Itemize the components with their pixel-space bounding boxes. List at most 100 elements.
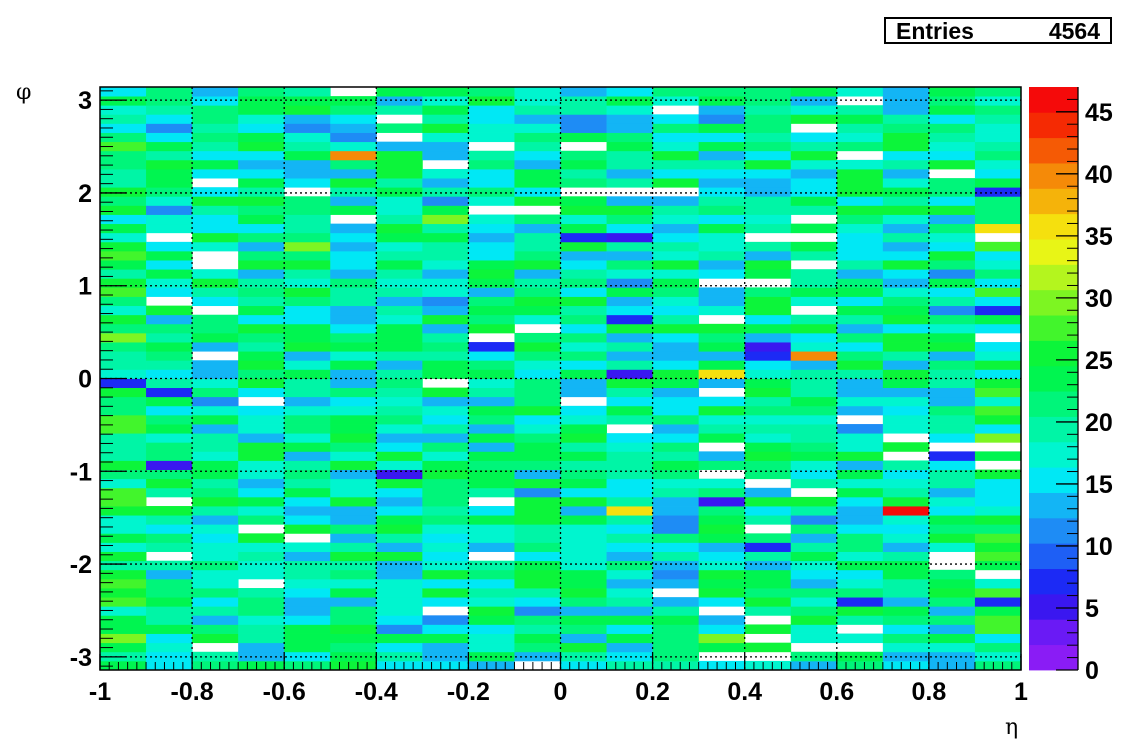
heatmap-cell: [974, 196, 1022, 206]
heatmap-cell: [560, 642, 607, 653]
heatmap-cell: [882, 96, 930, 106]
heatmap-cell: [606, 442, 653, 452]
heatmap-cell: [974, 159, 1022, 170]
heatmap-cell: [928, 533, 976, 543]
heatmap-cell: [790, 159, 838, 170]
heatmap-cell: [422, 396, 469, 407]
colorbar-segment: [1029, 213, 1078, 240]
heatmap-cell: [974, 396, 1022, 407]
heatmap-cell: [560, 387, 607, 398]
heatmap-cell: [560, 615, 607, 625]
heatmap-cell: [330, 651, 377, 662]
heatmap-cell: [238, 305, 285, 316]
heatmap-cell: [606, 241, 653, 252]
heatmap-cell: [284, 360, 331, 370]
heatmap-cell: [330, 159, 377, 170]
heatmap-cell: [974, 323, 1022, 334]
heatmap-cell: [928, 150, 976, 161]
heatmap-cell: [652, 332, 700, 343]
heatmap-cell: [284, 278, 331, 288]
heatmap-cell: [882, 351, 930, 361]
heatmap-cell: [146, 105, 193, 115]
heatmap-cell: [928, 278, 976, 288]
heatmap-cell: [468, 515, 515, 525]
heatmap-cell: [376, 196, 423, 206]
heatmap-cell: [974, 150, 1022, 161]
heatmap-cell: [146, 278, 193, 288]
heatmap-cell: [100, 296, 147, 307]
heatmap-cell: [698, 250, 746, 261]
heatmap-cell: [790, 405, 838, 416]
heatmap-cell: [284, 132, 331, 143]
heatmap-cell: [974, 168, 1022, 179]
heatmap-cell: [744, 323, 792, 334]
heatmap-cell: [790, 87, 838, 97]
heatmap-cell: [560, 287, 607, 297]
heatmap-cell: [146, 578, 193, 589]
heatmap-cell: [238, 451, 285, 461]
heatmap-cell: [744, 606, 792, 616]
heatmap-cell: [606, 560, 653, 571]
heatmap-cell: [836, 342, 884, 352]
heatmap-cell: [514, 223, 561, 234]
heatmap-cell: [376, 141, 423, 152]
heatmap-cell: [192, 560, 239, 571]
heatmap-cell: [422, 187, 469, 197]
heatmap-cell: [744, 187, 792, 197]
heatmap-cell: [146, 506, 193, 516]
heatmap-cell: [468, 487, 515, 498]
heatmap-cell: [744, 469, 792, 480]
heatmap-cell: [100, 597, 147, 607]
heatmap-cell: [652, 296, 700, 307]
heatmap-cell: [284, 241, 331, 252]
heatmap-cell: [330, 332, 377, 343]
heatmap-cell: [606, 569, 653, 580]
heatmap-cell: [514, 159, 561, 170]
heatmap-cell: [744, 387, 792, 398]
heatmap-cell: [928, 342, 976, 352]
heatmap-cell: [330, 232, 377, 243]
heatmap-cell: [192, 360, 239, 370]
heatmap-cell: [790, 424, 838, 434]
heatmap-cell: [652, 150, 700, 161]
heatmap-cell: [238, 287, 285, 297]
heatmap-cell: [514, 105, 561, 115]
heatmap-cell: [836, 551, 884, 562]
heatmap-cell: [514, 597, 561, 607]
heatmap-cell: [192, 150, 239, 161]
heatmap-cell: [238, 551, 285, 562]
heatmap-cell: [330, 132, 377, 143]
heatmap-cell: [928, 642, 976, 653]
heatmap-cell: [790, 551, 838, 562]
heatmap-cell: [238, 123, 285, 133]
heatmap-cell: [146, 588, 193, 598]
heatmap-cell: [836, 533, 884, 543]
heatmap-cell: [468, 524, 515, 534]
heatmap-cell: [652, 159, 700, 170]
x-tick-label: 0: [554, 678, 568, 706]
heatmap-cell: [698, 515, 746, 525]
heatmap-cell: [698, 369, 746, 379]
heatmap-cell: [376, 597, 423, 607]
heatmap-cell: [790, 114, 838, 124]
heatmap-cell: [100, 624, 147, 634]
heatmap-cell: [376, 506, 423, 516]
heatmap-cell: [744, 196, 792, 206]
heatmap-cell: [790, 460, 838, 470]
x-tick-label: 1: [1014, 678, 1028, 706]
heatmap-cell: [100, 150, 147, 161]
heatmap-cell: [560, 569, 607, 580]
heatmap-cell: [744, 159, 792, 170]
heatmap-cell: [146, 624, 193, 634]
heatmap-cell: [514, 551, 561, 562]
heatmap-cell: [744, 114, 792, 124]
heatmap-cell: [974, 560, 1022, 571]
heatmap-cell: [284, 624, 331, 634]
heatmap-cells: [100, 87, 1022, 671]
heatmap-cell: [330, 588, 377, 598]
heatmap-cell: [606, 515, 653, 525]
heatmap-cell: [698, 269, 746, 279]
heatmap-cell: [606, 314, 653, 325]
heatmap-cell: [836, 114, 884, 124]
heatmap-cell: [606, 360, 653, 370]
